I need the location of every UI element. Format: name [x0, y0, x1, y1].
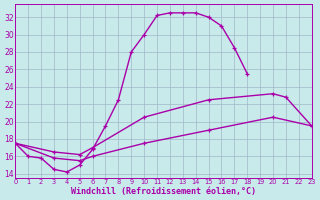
X-axis label: Windchill (Refroidissement éolien,°C): Windchill (Refroidissement éolien,°C) — [71, 187, 256, 196]
